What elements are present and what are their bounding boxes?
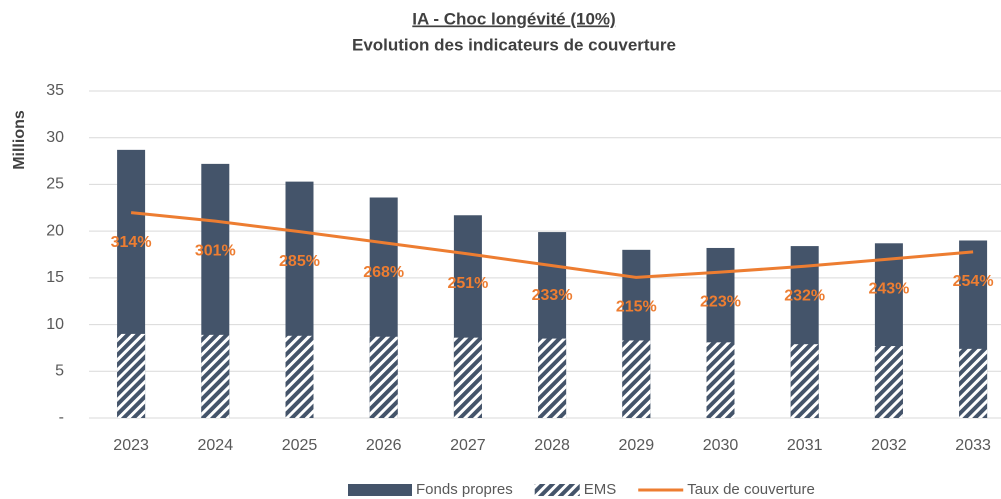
- x-tick-label: 2030: [703, 437, 739, 454]
- x-tick-label: 2025: [282, 437, 318, 454]
- x-tick-label: 2026: [366, 437, 402, 454]
- x-tick-label: 2028: [534, 437, 570, 454]
- ems-bar: [874, 346, 903, 418]
- ems-bar: [706, 342, 735, 418]
- ems-bar: [369, 336, 398, 418]
- y-tick-label: 35: [46, 82, 64, 99]
- data-label: 314%: [111, 234, 152, 251]
- y-tick-label: 25: [46, 176, 64, 193]
- y-axis-label: Millions: [11, 110, 28, 170]
- ems-bar: [790, 344, 819, 418]
- data-label: 243%: [868, 280, 909, 297]
- ems-bar: [453, 337, 482, 418]
- data-label: 285%: [279, 253, 320, 270]
- ems-bar: [201, 334, 230, 418]
- y-tick-label: 5: [55, 363, 64, 380]
- x-tick-label: 2027: [450, 437, 486, 454]
- data-label: 251%: [447, 275, 488, 292]
- data-label: 232%: [784, 287, 825, 304]
- data-label: 301%: [195, 242, 236, 259]
- data-label: 215%: [616, 299, 657, 316]
- data-label: 268%: [363, 264, 404, 281]
- ems-bar: [622, 340, 651, 418]
- ems-bar: [959, 348, 988, 418]
- ems-bar: [117, 333, 146, 418]
- legend-swatch: [534, 484, 580, 496]
- coverage-line: [130, 211, 974, 279]
- chart-subtitle: Evolution des indicateurs de couverture: [352, 35, 676, 54]
- data-label: 223%: [700, 293, 741, 310]
- x-tick-label: 2032: [871, 437, 907, 454]
- y-tick-label: 15: [46, 269, 64, 286]
- x-tick-label: 2023: [113, 437, 149, 454]
- y-tick-label: 20: [46, 222, 64, 239]
- chart-title: IA - Choc longévité (10%): [412, 9, 615, 28]
- legend-swatch: [348, 484, 412, 496]
- x-tick-label: 2031: [787, 437, 823, 454]
- y-tick-label: -: [59, 409, 64, 426]
- ems-bar: [538, 338, 567, 418]
- x-tick-label: 2024: [198, 437, 234, 454]
- data-label: 254%: [953, 273, 994, 290]
- x-tick-label: 2029: [619, 437, 655, 454]
- legend-label: EMS: [584, 481, 617, 498]
- x-tick-label: 2033: [955, 437, 991, 454]
- data-label: 233%: [532, 287, 573, 304]
- legend-label: Taux de couverture: [687, 481, 815, 498]
- y-tick-label: 10: [46, 316, 64, 333]
- y-tick-label: 30: [46, 129, 64, 146]
- legend-label: Fonds propres: [416, 481, 513, 498]
- ems-bar: [285, 335, 314, 418]
